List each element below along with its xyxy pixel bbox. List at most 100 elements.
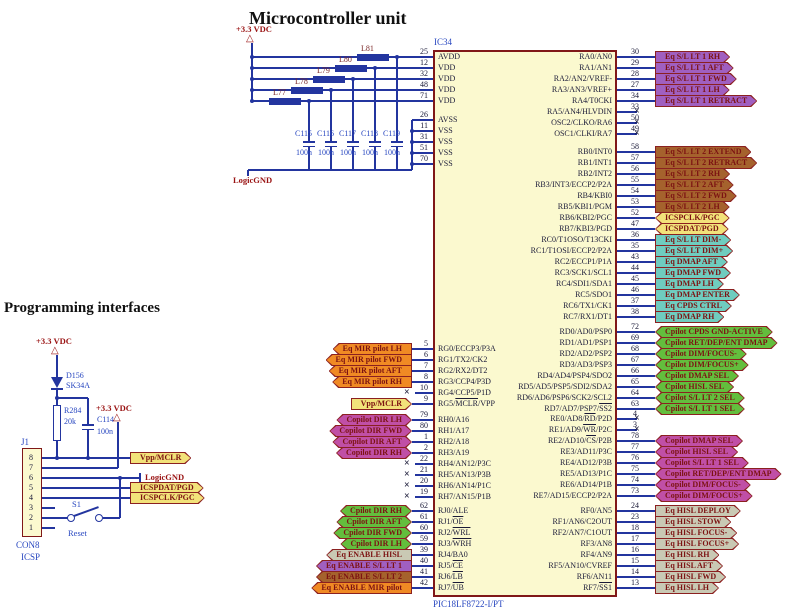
wire <box>42 477 55 479</box>
signal-flag-label: Cpilot DIR LH <box>341 539 411 549</box>
pin-name: RD0/AD0/PSP0 <box>432 327 612 337</box>
pin-name: RD7/AD7/PSP7/SS2 <box>432 404 612 414</box>
wire <box>617 418 637 420</box>
text: 15 <box>631 556 639 565</box>
pin-name: OSC2/CLKO/RA6 <box>432 118 612 128</box>
pin-number: 51 <box>396 143 428 153</box>
pin-name: RH2/A18 <box>438 437 469 447</box>
wire <box>367 67 433 69</box>
signal-flag-label: Copilot DIR RH <box>337 448 411 458</box>
connector-pin-number: 1 <box>24 523 38 533</box>
capacitor-plate <box>391 145 403 147</box>
text: VSS <box>438 159 453 168</box>
text: RH7/AN15/P1B <box>438 492 491 501</box>
wire <box>412 359 433 361</box>
signal-flag: Eq HISL FOCUS+ <box>655 538 739 550</box>
wire <box>415 392 433 394</box>
text: 39 <box>420 545 428 554</box>
pin-number: 68 <box>620 344 650 354</box>
wire <box>617 261 655 263</box>
wire <box>56 441 58 458</box>
text: RC5/SDO1 <box>575 290 612 299</box>
signal-flag-label: Copilot DIR LH <box>337 415 411 425</box>
text: Copilot DIM/FOCUS+ <box>665 491 743 500</box>
text: ICSPCLK/PGC <box>665 213 720 222</box>
text: Eq ENABLE HISL <box>336 550 402 559</box>
pin-number: 55 <box>620 175 650 185</box>
pin-name: RH1/A17 <box>438 426 469 436</box>
text: RH4/AN12/P3C <box>438 459 491 468</box>
signal-flag: Eq MIR pilot FWD <box>325 354 412 366</box>
text: 1 <box>424 432 428 441</box>
wire <box>56 398 58 405</box>
text: VSS <box>438 137 453 146</box>
signal-flag: Eq MIR pilot LH <box>332 343 412 355</box>
text: Eq HISL FOCUS+ <box>665 539 730 548</box>
text: +3.3 VDC <box>96 403 132 413</box>
text: × <box>634 424 640 435</box>
signal-flag: Vpp/MCLR <box>351 398 412 410</box>
overline-text: LB <box>452 572 463 581</box>
pin-number: 52 <box>620 208 650 218</box>
wire <box>412 163 433 165</box>
pin-number: 67 <box>620 355 650 365</box>
pin-name: RJ6/LB <box>438 572 463 582</box>
text: Eq S/L LT 1 RH <box>665 52 721 61</box>
pin-number: 8 <box>396 372 428 382</box>
signal-flag-label: Eq ENABLE S/L LT 1 <box>316 561 411 571</box>
text: △ <box>246 33 254 44</box>
no-connect-mark: × <box>404 491 410 503</box>
text: L79 <box>317 66 330 75</box>
inductor-L80 <box>335 64 367 72</box>
signal-flag: Eq ENABLE MIR pilot <box>311 582 412 594</box>
text: 56 <box>631 164 639 173</box>
wire <box>412 521 433 523</box>
pin-number: 77 <box>620 442 650 452</box>
text: 47 <box>631 219 639 228</box>
signal-flag-label: Eq HISL FOCUS+ <box>656 539 738 549</box>
text: L81 <box>361 44 374 53</box>
text: Cpilot S/L LT 2 SEL <box>665 393 735 402</box>
text: 70 <box>420 154 428 163</box>
signal-flag: Eq CPDS CTRL <box>655 300 732 312</box>
text: RD2/AD2/PSP2 <box>559 349 612 358</box>
text: Eq HISL STOW <box>665 517 722 526</box>
pin-name: AVSS <box>438 115 457 125</box>
text: C115 <box>295 129 313 138</box>
wire <box>103 517 120 519</box>
text: RJ5/ <box>438 561 453 570</box>
text: RB4/KBI0 <box>577 191 612 200</box>
pin-name: RE2/AD10/CS/P2B <box>432 436 612 446</box>
text: L80 <box>339 55 352 64</box>
text: 2 <box>424 443 428 452</box>
text: 18 <box>631 523 639 532</box>
text: Eq HISL LH <box>665 583 710 592</box>
text: 1 <box>29 523 33 532</box>
text: 42 <box>420 578 428 587</box>
text: 5 <box>424 339 428 348</box>
text: 46 <box>631 285 639 294</box>
text: 71 <box>420 91 428 100</box>
signal-flag: ICSPDAT/PGD <box>655 223 729 235</box>
wire <box>42 507 55 509</box>
no-connect-mark: × <box>634 117 640 129</box>
text: 6 <box>29 473 33 482</box>
signal-flag: Copilot DIR FWD <box>329 425 412 437</box>
signal-flag: Eq S/L LT 2 EXTEND <box>655 146 751 158</box>
wire <box>56 389 58 398</box>
pin-number: 47 <box>620 219 650 229</box>
wire <box>117 422 119 468</box>
wire <box>42 497 55 499</box>
text: × <box>634 413 640 424</box>
text: 33 <box>631 102 639 111</box>
wire <box>412 381 433 383</box>
pin-number: 76 <box>620 453 650 463</box>
connector-pin-number: 4 <box>24 493 38 503</box>
text: RD6/AD6/PSP6/SCK2/SCL2 <box>516 393 612 402</box>
pin-name: RB3/INT3/ECCP2/P2A <box>432 180 612 190</box>
signal-flag: Eq S/L LT 2 AFT <box>655 179 734 191</box>
text: 31 <box>420 132 428 141</box>
signal-flag-label: Eq HISL FWD <box>656 572 725 582</box>
wire <box>617 206 655 208</box>
text: J1 <box>21 437 30 447</box>
